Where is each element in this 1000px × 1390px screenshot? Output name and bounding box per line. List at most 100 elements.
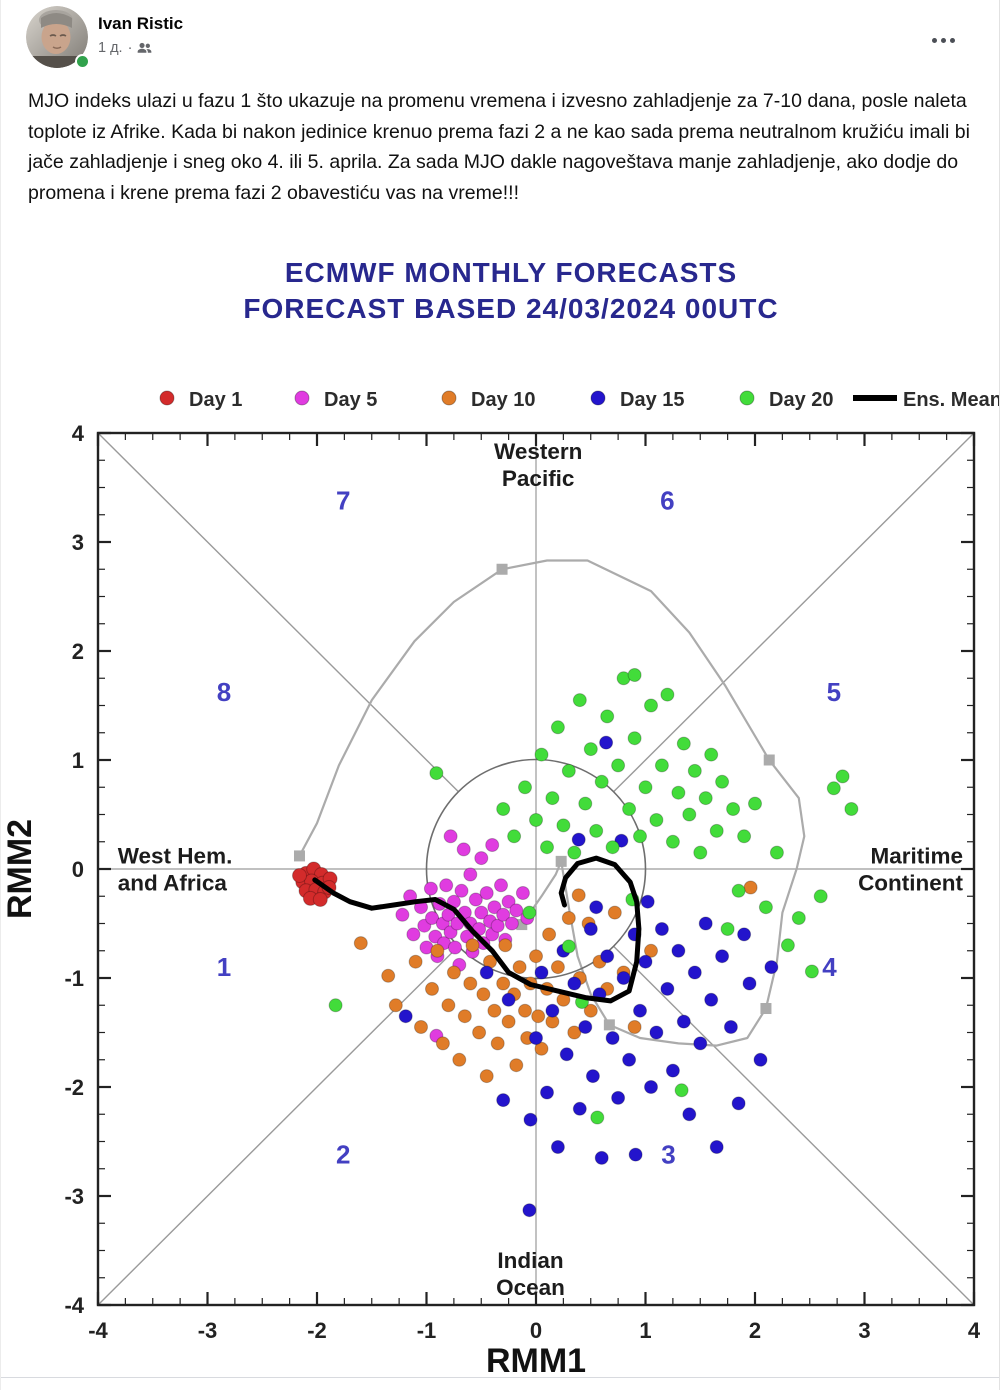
post-body-text: MJO indeks ulazi u fazu 1 što ukazuje na… xyxy=(28,90,970,204)
post-author-name[interactable]: Ivan Ristic xyxy=(98,14,184,33)
scatter-point xyxy=(425,981,439,996)
scatter-point xyxy=(748,796,762,811)
scatter-point xyxy=(512,960,527,975)
scatter-point xyxy=(665,1063,680,1078)
scatter-point xyxy=(430,943,445,958)
region-label-western-pacific: Western Pacific xyxy=(494,439,582,491)
scatter-point xyxy=(479,965,494,980)
scatter-point xyxy=(594,1150,609,1165)
ellipsis-icon xyxy=(932,38,937,43)
x-tick-label: 3 xyxy=(858,1318,870,1343)
observed-track-marker xyxy=(760,1003,772,1015)
scatter-point xyxy=(585,1069,600,1084)
y-tick-label: 0 xyxy=(72,857,84,882)
scatter-point xyxy=(509,1058,524,1073)
region-label-west hem.-and africa: West Hem. and Africa xyxy=(118,844,233,896)
scatter-point xyxy=(804,964,819,979)
scatter-point xyxy=(522,905,537,920)
scatter-point xyxy=(441,998,456,1013)
scatter-point xyxy=(704,747,719,762)
scatter-point xyxy=(474,851,489,866)
scatter-point xyxy=(507,829,522,844)
scatter-point xyxy=(589,900,604,915)
scatter-point xyxy=(709,823,724,838)
scatter-point xyxy=(627,668,642,682)
scatter-point xyxy=(571,832,586,847)
scatter-point xyxy=(487,1003,502,1018)
post-timestamp[interactable]: 1 д. xyxy=(98,40,123,56)
scatter-point xyxy=(496,802,511,816)
scatter-point xyxy=(457,1009,472,1024)
scatter-point xyxy=(490,1036,505,1051)
scatter-point xyxy=(448,940,462,955)
scatter-point xyxy=(622,802,637,816)
scatter-point xyxy=(693,1036,708,1051)
phase-diagonal-line xyxy=(97,432,460,793)
scatter-point xyxy=(487,900,502,915)
legend-marker-day-1 xyxy=(159,390,175,406)
scatter-point xyxy=(398,1009,413,1024)
legend-marker-day-15 xyxy=(590,390,606,406)
y-tick-label: 1 xyxy=(72,748,84,773)
scatter-point xyxy=(791,911,806,925)
scatter-point xyxy=(660,981,675,996)
scatter-point xyxy=(452,1052,467,1067)
ellipsis-icon xyxy=(950,38,955,43)
observed-mjo-track xyxy=(298,559,806,1047)
scatter-series-day-10 xyxy=(353,880,758,1084)
scatter-point xyxy=(622,1052,637,1067)
scatter-point xyxy=(496,1093,511,1108)
observed-track-marker xyxy=(603,1019,615,1031)
scatter-point xyxy=(589,823,604,838)
phase-diagonal-line xyxy=(612,432,975,793)
scatter-point xyxy=(522,1203,537,1218)
scatter-point xyxy=(649,813,664,827)
observed-track-marker xyxy=(555,855,567,867)
scatter-point xyxy=(638,954,653,969)
scatter-point xyxy=(583,1003,598,1018)
y-axis-title: RMM2 xyxy=(1,819,39,919)
legend-label: Ens. Mean xyxy=(903,389,1000,411)
scatter-point xyxy=(693,845,708,860)
scatter-point xyxy=(567,1025,582,1040)
x-tick-label: 1 xyxy=(639,1318,651,1343)
scatter-point xyxy=(485,838,500,852)
scatter-point xyxy=(605,1031,620,1045)
scatter-point xyxy=(572,693,587,708)
scatter-point xyxy=(435,1036,450,1051)
card-bottom-divider xyxy=(1,1377,999,1378)
scatter-point xyxy=(698,916,713,931)
scatter-point xyxy=(594,774,609,789)
scatter-point xyxy=(550,960,565,975)
scatter-point xyxy=(501,894,516,909)
scatter-point xyxy=(518,780,532,795)
scatter-point xyxy=(504,916,519,931)
scatter-point xyxy=(660,687,675,702)
online-status-dot xyxy=(75,54,90,69)
phase-label-7: 7 xyxy=(336,485,350,515)
scatter-point xyxy=(665,834,680,849)
scatter-point xyxy=(474,905,489,920)
chart-title-line: FORECAST BASED 24/03/2024 00UTC xyxy=(243,293,778,324)
phase-label-5: 5 xyxy=(827,677,841,707)
scatter-point xyxy=(540,840,554,855)
scatter-point xyxy=(423,881,438,896)
phase-label-4: 4 xyxy=(822,952,837,982)
observed-track-marker xyxy=(516,919,528,931)
scatter-point xyxy=(715,774,730,789)
scatter-point xyxy=(515,886,530,900)
scatter-point xyxy=(600,709,615,724)
chart-title-line: ECMWF MONTHLY FORECASTS xyxy=(285,257,737,288)
scatter-point xyxy=(456,842,471,857)
phase-label-8: 8 xyxy=(217,677,231,707)
scatter-point xyxy=(590,1110,605,1125)
scatter-point xyxy=(529,949,543,964)
scatter-point xyxy=(468,892,483,907)
scatter-point xyxy=(628,1147,643,1162)
scatter-point xyxy=(605,840,620,855)
avatar[interactable] xyxy=(26,6,90,69)
scatter-point xyxy=(813,889,828,904)
post-options-button[interactable] xyxy=(928,34,959,47)
post-image-mjo-chart[interactable]: ECMWF MONTHLY FORECASTS FORECAST BASED 24… xyxy=(1,240,1000,1380)
